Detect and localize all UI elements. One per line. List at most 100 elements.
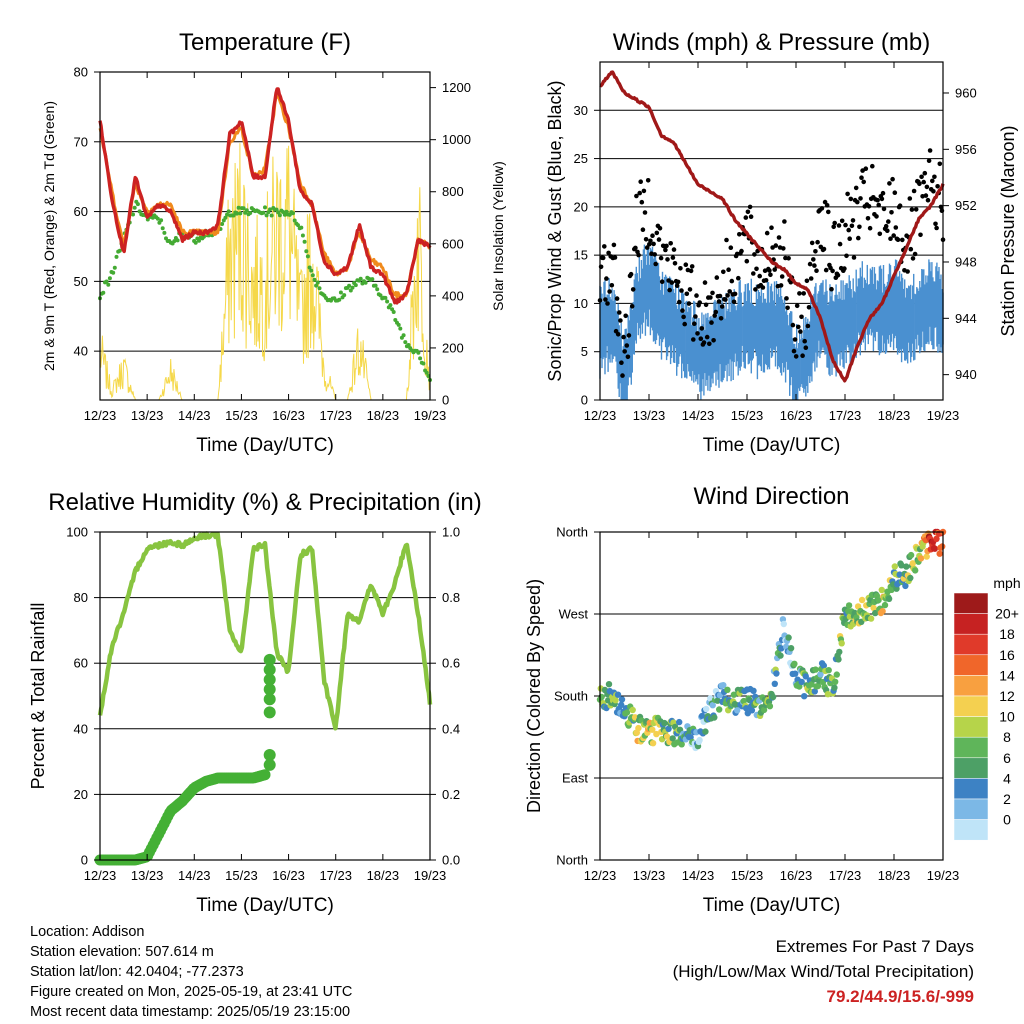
- dewpoint-point: [309, 268, 314, 273]
- colorbar-swatch: [953, 798, 989, 820]
- gust-point: [620, 373, 625, 378]
- direction-point: [730, 691, 738, 698]
- gust-point: [793, 354, 799, 359]
- dewpoint-point: [220, 222, 225, 226]
- x-tick-label: 17/23: [829, 408, 862, 423]
- x-tick-label: 14/23: [682, 408, 715, 423]
- gust-point: [743, 215, 749, 220]
- y-tick-label-right: 0.0: [442, 853, 460, 868]
- x-axis-label: Time (Day/UTC): [703, 895, 841, 916]
- dewpoint-point: [238, 211, 243, 216]
- y-tick-label: 0: [581, 393, 588, 408]
- precip-point: [263, 749, 276, 761]
- y-tick-label: 40: [74, 721, 88, 736]
- y-axis-label: 2m & 9m T (Red, Orange) & 2m Td (Green): [41, 101, 57, 371]
- gust-point: [924, 184, 930, 190]
- gust-point: [781, 246, 786, 251]
- direction-point: [687, 734, 694, 741]
- gust-point: [891, 233, 896, 238]
- gust-point: [732, 291, 738, 297]
- dewpoint-point: [315, 280, 320, 285]
- dewpoint-point: [406, 343, 411, 347]
- gust-point: [736, 275, 741, 281]
- chart-title: Relative Humidity (%) & Precipitation (i…: [48, 489, 481, 516]
- gust-point: [718, 316, 724, 321]
- x-tick-label: 14/23: [682, 868, 715, 883]
- y-tick-label: North: [556, 853, 588, 868]
- gust-point: [701, 340, 707, 345]
- direction-point: [808, 681, 815, 688]
- y-tick-label: 30: [574, 103, 588, 118]
- x-tick-label: 14/23: [178, 408, 211, 423]
- direction-point: [888, 586, 895, 593]
- x-tick-label: 15/23: [731, 408, 764, 423]
- dewpoint-point: [107, 276, 112, 281]
- direction-point: [649, 726, 656, 733]
- gust-point: [682, 321, 687, 327]
- gust-point: [829, 286, 834, 292]
- gust-point: [721, 269, 726, 275]
- x-tick-label: 18/23: [367, 408, 400, 423]
- gust-point: [679, 288, 684, 293]
- direction-point: [881, 601, 889, 609]
- y-tick-label-right: 0.8: [442, 590, 460, 605]
- gust-point: [603, 297, 608, 302]
- colorbar-label: 16: [999, 647, 1015, 663]
- dewpoint-point: [396, 322, 401, 327]
- gust-point: [925, 197, 931, 203]
- gust-point: [851, 255, 857, 260]
- direction-point: [879, 608, 886, 615]
- dewpoint-point: [234, 211, 239, 216]
- gust-point: [767, 268, 772, 273]
- precip-point: [263, 653, 276, 666]
- direction-point: [780, 620, 787, 628]
- gust-point: [858, 196, 863, 201]
- direction-point: [777, 652, 784, 659]
- dewpoint-point: [264, 213, 269, 218]
- gust-point: [773, 243, 779, 248]
- gust-point: [681, 314, 686, 320]
- gust-point: [640, 227, 646, 232]
- y-tick-label: 10: [574, 296, 588, 311]
- gust-point: [842, 266, 847, 271]
- gust-point: [802, 338, 807, 344]
- dewpoint-point: [312, 277, 317, 282]
- colorbar-swatch: [953, 695, 989, 717]
- gust-point: [870, 163, 875, 169]
- gust-point: [803, 345, 809, 351]
- direction-point: [933, 535, 940, 542]
- gust-point: [853, 185, 859, 191]
- gust-point: [630, 287, 636, 292]
- series-9m-temperature: [98, 91, 432, 300]
- gust-point: [792, 337, 798, 342]
- x-tick-label: 13/23: [633, 408, 666, 423]
- dewpoint-point: [424, 370, 429, 375]
- dewpoint-point: [291, 211, 295, 216]
- y-tick-label-right: 948: [955, 254, 977, 269]
- gust-point: [633, 245, 638, 251]
- dewpoint-point: [337, 297, 342, 302]
- dewpoint-point: [225, 212, 229, 217]
- direction-point: [698, 712, 706, 720]
- gust-point: [831, 224, 836, 230]
- extremes-values: 79.2/44.9/15.6/-999: [826, 987, 974, 1006]
- gust-point: [850, 218, 856, 223]
- dewpoint-point: [236, 205, 241, 210]
- colorbar-swatch: [953, 757, 989, 779]
- y-axis-label: Percent & Total Rainfall: [28, 603, 48, 790]
- dewpoint-point: [401, 333, 406, 338]
- x-tick-label: 17/23: [829, 868, 862, 883]
- gust-point: [688, 268, 694, 274]
- y-tick-label-right: 400: [442, 288, 464, 303]
- dewpoint-point: [104, 279, 109, 284]
- gust-point: [922, 170, 928, 176]
- direction-point: [787, 645, 795, 652]
- gust-point: [684, 291, 690, 297]
- y-axis-label-right: Solar Insolation (Yellow): [490, 161, 506, 311]
- direction-point: [649, 740, 657, 747]
- y-axis-label: Direction (Colored By Speed): [524, 579, 544, 813]
- gust-point: [675, 279, 681, 285]
- gust-point: [622, 349, 627, 354]
- gust-point: [650, 233, 655, 238]
